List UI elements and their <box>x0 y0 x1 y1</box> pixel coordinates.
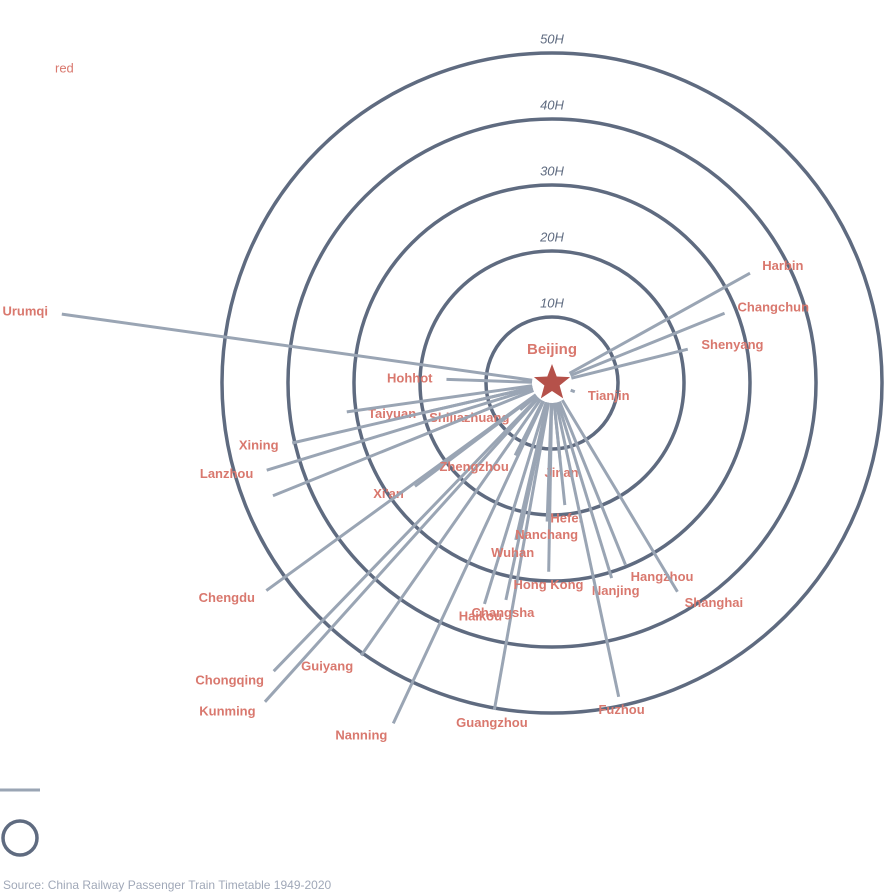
route-line <box>272 389 535 498</box>
city-label: Urumqi <box>2 304 48 319</box>
city-label: Hong Kong <box>513 577 583 592</box>
route-line <box>514 402 549 541</box>
route-line <box>556 401 614 579</box>
city-label: Harbin <box>762 258 803 273</box>
route-line <box>346 384 533 414</box>
city-label: Changsha <box>472 605 536 620</box>
ring-label: 20H <box>539 229 564 244</box>
city-label: Hefei <box>550 510 582 525</box>
route-line <box>569 311 726 377</box>
city-label: Shenyang <box>701 337 763 352</box>
city-label: Hohhot <box>387 370 433 385</box>
city-label: Xining <box>239 438 279 453</box>
legend-ring <box>1 819 39 857</box>
city-label: Chengdu <box>199 590 255 605</box>
route-line <box>552 402 567 506</box>
ring <box>286 117 818 649</box>
route-line <box>291 386 533 445</box>
route-line <box>263 396 540 703</box>
route-line <box>61 312 533 382</box>
ring <box>220 51 884 715</box>
city-label: Zhengzhou <box>439 459 508 474</box>
route-line <box>561 399 679 593</box>
source: Source: China Railway Passenger Train Ti… <box>3 878 332 892</box>
route-line <box>554 402 621 698</box>
ring <box>418 249 686 517</box>
city-label: Chongqing <box>195 673 264 688</box>
center-star <box>533 364 571 399</box>
route-line <box>266 387 534 472</box>
route-line <box>513 400 545 457</box>
subtitle-highlight: red <box>55 60 74 75</box>
city-label: Nanning <box>335 727 387 742</box>
route-line <box>568 271 751 375</box>
city-label: Lanzhou <box>200 466 253 481</box>
city-label: Changchun <box>738 299 810 314</box>
city-label: Hangzhou <box>631 569 694 584</box>
route-line <box>265 393 537 592</box>
city-label: Haikou <box>459 609 502 624</box>
ring-label: 50H <box>540 31 564 46</box>
ring-label: 10H <box>540 295 564 310</box>
route-line <box>570 388 576 394</box>
route-line <box>558 400 627 566</box>
city-label: Nanchang <box>515 527 578 542</box>
route-line <box>492 402 551 711</box>
ring-label: 40H <box>540 97 564 112</box>
route-line <box>545 402 553 522</box>
city-label: Tianjin <box>588 388 630 403</box>
city-label: Guiyang <box>301 658 353 673</box>
center-label: Beijing <box>527 341 577 358</box>
route-line <box>391 400 545 724</box>
city-label: Shanghai <box>685 595 744 610</box>
city-label: Nanjing <box>592 583 640 598</box>
route-line <box>446 377 533 384</box>
route-line <box>571 347 689 380</box>
route-line <box>272 396 540 673</box>
ring <box>352 183 752 583</box>
ring-label: 30H <box>540 163 564 178</box>
city-label: Wuhan <box>491 545 534 560</box>
route-line <box>359 398 542 657</box>
route-line <box>483 401 548 605</box>
city-label: Guangzhou <box>456 715 528 730</box>
city-label: Kunming <box>199 704 255 719</box>
city-label: Fuzhou <box>598 702 644 717</box>
